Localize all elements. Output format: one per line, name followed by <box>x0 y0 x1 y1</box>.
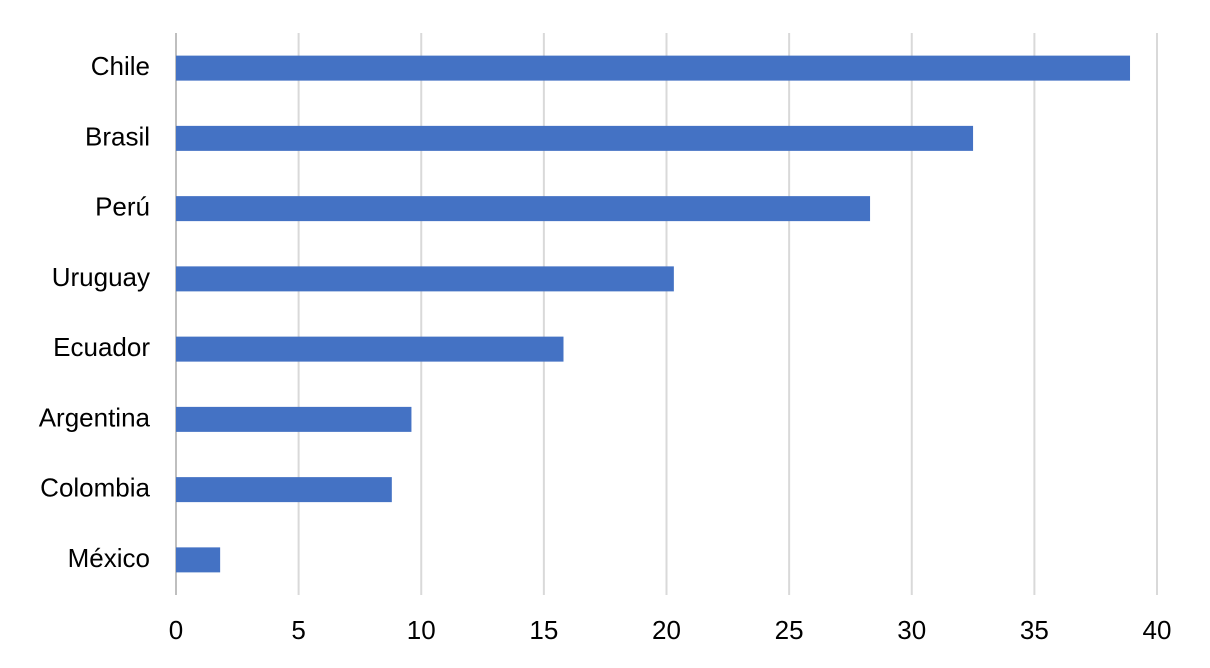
y-tick-label: Brasil <box>85 121 150 151</box>
y-tick-label: Ecuador <box>53 332 150 362</box>
bar <box>176 266 674 292</box>
y-tick-label: Chile <box>91 51 150 81</box>
y-tick-label: Uruguay <box>52 262 150 292</box>
y-tick-label: México <box>68 543 150 573</box>
x-tick-label: 40 <box>1143 615 1172 645</box>
x-tick-label: 5 <box>291 615 305 645</box>
y-tick-label: Perú <box>95 192 150 222</box>
x-tick-label: 35 <box>1020 615 1049 645</box>
bar <box>176 477 392 503</box>
bar <box>176 336 564 362</box>
x-tick-label: 20 <box>652 615 681 645</box>
x-tick-label: 15 <box>529 615 558 645</box>
y-tick-label: Argentina <box>39 402 151 432</box>
x-tick-label: 30 <box>897 615 926 645</box>
x-tick-label: 10 <box>407 615 436 645</box>
bar <box>176 547 221 573</box>
x-tick-label: 0 <box>169 615 183 645</box>
x-tick-label: 25 <box>775 615 804 645</box>
bar <box>176 55 1131 81</box>
bar <box>176 125 974 151</box>
bar <box>176 196 871 222</box>
bar <box>176 406 412 432</box>
y-tick-label: Colombia <box>40 473 150 503</box>
